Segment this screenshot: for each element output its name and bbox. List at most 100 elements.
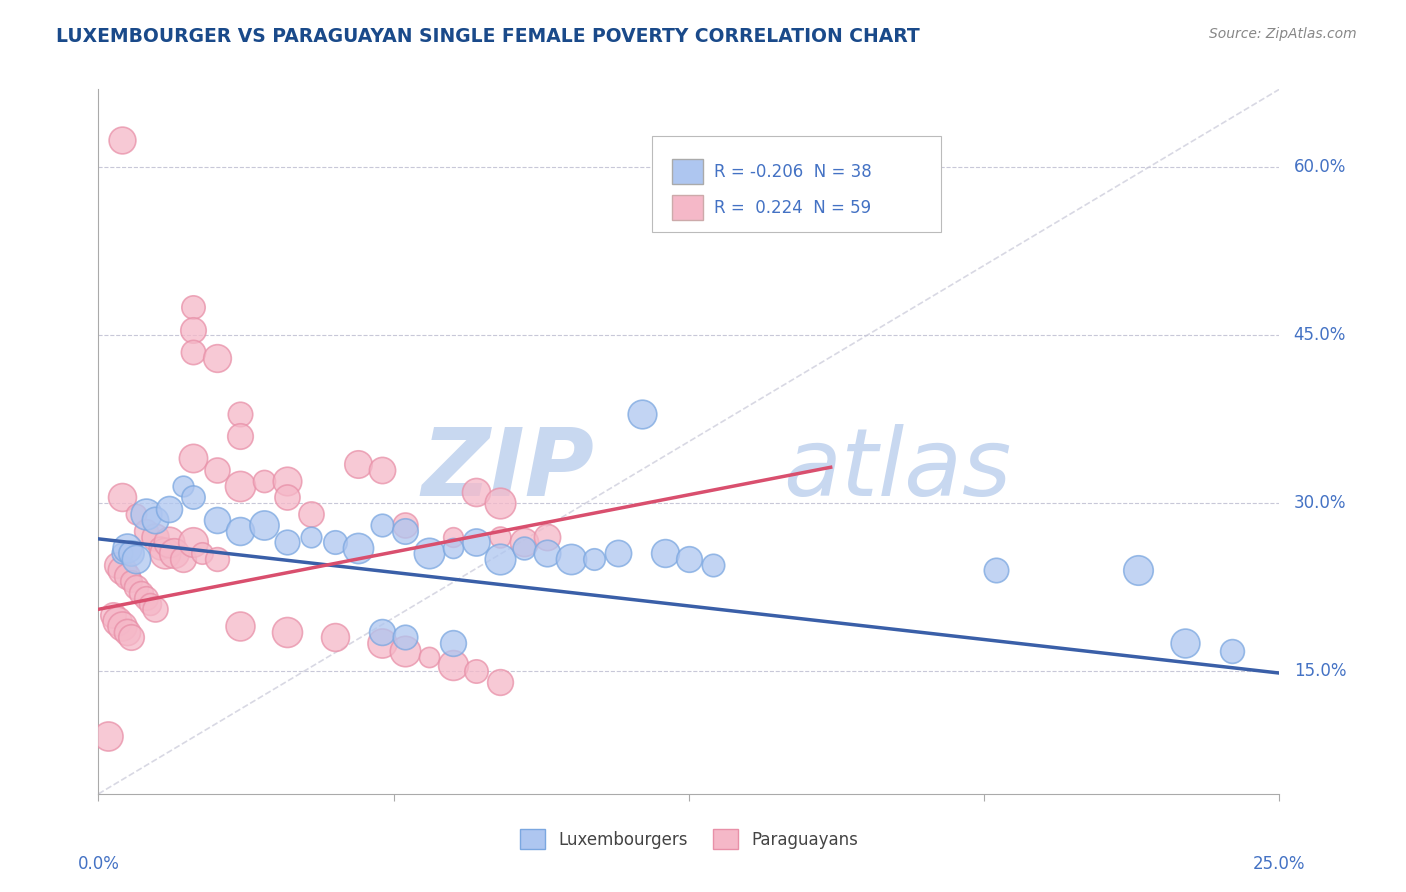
- Point: [181, 301, 204, 315]
- Text: 45.0%: 45.0%: [1294, 326, 1346, 344]
- Point: [163, 546, 186, 560]
- Point: [702, 558, 724, 572]
- Point: [181, 491, 204, 505]
- Point: [371, 624, 394, 639]
- Point: [489, 530, 512, 544]
- Point: [125, 508, 148, 522]
- Point: [229, 619, 252, 633]
- Text: R = -0.206  N = 38: R = -0.206 N = 38: [714, 163, 872, 181]
- Point: [512, 535, 534, 549]
- Point: [371, 462, 394, 476]
- Point: [512, 541, 534, 555]
- Point: [418, 650, 440, 665]
- Point: [229, 479, 252, 493]
- Point: [441, 530, 464, 544]
- Point: [135, 508, 157, 522]
- Point: [299, 530, 322, 544]
- Point: [441, 541, 464, 555]
- Text: 60.0%: 60.0%: [1294, 159, 1346, 177]
- Point: [489, 552, 512, 566]
- Point: [465, 484, 488, 499]
- Point: [276, 535, 298, 549]
- Text: 25.0%: 25.0%: [1253, 855, 1306, 873]
- Text: 30.0%: 30.0%: [1294, 494, 1346, 512]
- Point: [1220, 643, 1243, 657]
- Point: [371, 636, 394, 650]
- Point: [630, 407, 652, 421]
- Text: LUXEMBOURGER VS PARAGUAYAN SINGLE FEMALE POVERTY CORRELATION CHART: LUXEMBOURGER VS PARAGUAYAN SINGLE FEMALE…: [56, 27, 920, 45]
- Point: [181, 345, 204, 359]
- Point: [105, 558, 128, 572]
- Point: [536, 546, 558, 560]
- Point: [121, 546, 143, 560]
- Point: [536, 530, 558, 544]
- Point: [135, 591, 157, 606]
- Point: [125, 580, 148, 594]
- Point: [1174, 636, 1197, 650]
- Point: [205, 552, 228, 566]
- Point: [149, 541, 172, 555]
- Point: [323, 630, 346, 644]
- Point: [229, 429, 252, 443]
- Point: [418, 546, 440, 560]
- Point: [347, 541, 370, 555]
- Point: [323, 535, 346, 549]
- Text: 15.0%: 15.0%: [1294, 662, 1346, 680]
- Point: [347, 457, 370, 471]
- Point: [229, 524, 252, 538]
- Point: [465, 535, 488, 549]
- Point: [97, 729, 120, 743]
- Point: [253, 518, 276, 533]
- Point: [121, 574, 143, 589]
- Point: [181, 535, 204, 549]
- Point: [394, 630, 416, 644]
- Point: [489, 496, 512, 510]
- Point: [143, 602, 166, 616]
- Point: [111, 546, 134, 560]
- Point: [489, 675, 512, 690]
- Point: [181, 323, 204, 337]
- Point: [111, 132, 134, 146]
- Point: [153, 546, 176, 560]
- Point: [143, 513, 166, 527]
- Point: [111, 491, 134, 505]
- Point: [394, 518, 416, 533]
- Point: [678, 552, 700, 566]
- Point: [157, 501, 180, 516]
- Point: [111, 619, 134, 633]
- Text: Source: ZipAtlas.com: Source: ZipAtlas.com: [1209, 27, 1357, 41]
- Point: [276, 474, 298, 488]
- Legend: Luxembourgers, Paraguayans: Luxembourgers, Paraguayans: [513, 822, 865, 856]
- Point: [129, 585, 152, 599]
- Point: [394, 524, 416, 538]
- Point: [276, 491, 298, 505]
- Point: [115, 624, 138, 639]
- Point: [205, 513, 228, 527]
- Point: [115, 541, 138, 555]
- Point: [276, 624, 298, 639]
- Point: [583, 552, 606, 566]
- Text: R =  0.224  N = 59: R = 0.224 N = 59: [714, 199, 872, 217]
- Point: [371, 518, 394, 533]
- Point: [157, 535, 180, 549]
- Point: [125, 552, 148, 566]
- Point: [1126, 563, 1149, 577]
- Point: [607, 546, 630, 560]
- Text: atlas: atlas: [783, 425, 1012, 516]
- Point: [139, 597, 162, 611]
- Point: [191, 546, 214, 560]
- Point: [115, 568, 138, 582]
- Point: [205, 462, 228, 476]
- Point: [984, 563, 1007, 577]
- Point: [299, 508, 322, 522]
- Text: ZIP: ZIP: [422, 424, 595, 516]
- Point: [560, 552, 582, 566]
- Point: [441, 636, 464, 650]
- Point: [181, 451, 204, 466]
- Point: [205, 351, 228, 365]
- Point: [654, 546, 676, 560]
- Point: [143, 530, 166, 544]
- Point: [465, 664, 488, 678]
- Text: 0.0%: 0.0%: [77, 855, 120, 873]
- Point: [135, 524, 157, 538]
